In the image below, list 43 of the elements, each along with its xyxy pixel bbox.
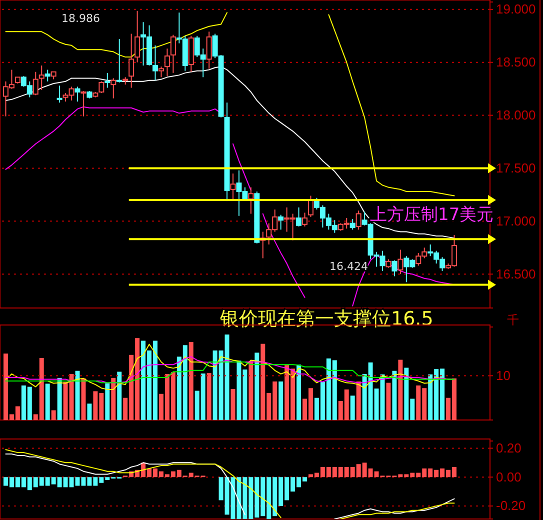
candlestick bbox=[128, 33, 134, 88]
bar bbox=[398, 360, 403, 420]
y-tick-label: 0.20 bbox=[496, 440, 522, 456]
bar bbox=[254, 352, 260, 420]
bar bbox=[188, 342, 194, 420]
y-tick-label: 17.500 bbox=[496, 160, 536, 176]
bar bbox=[206, 373, 212, 420]
bar bbox=[81, 378, 86, 420]
annotation: 16.424 bbox=[330, 260, 368, 273]
y-tick-label: 18.500 bbox=[496, 54, 536, 70]
bar bbox=[45, 384, 50, 420]
bar bbox=[296, 364, 302, 420]
annotation: 18.986 bbox=[62, 12, 100, 25]
bar bbox=[87, 404, 92, 420]
bar bbox=[248, 361, 254, 420]
bar bbox=[57, 378, 62, 420]
y-axis-title: 千 bbox=[507, 313, 519, 327]
bar bbox=[386, 382, 391, 420]
candlestick bbox=[38, 65, 44, 90]
y-tick-label: 0.00 bbox=[496, 469, 522, 484]
bar bbox=[350, 396, 355, 420]
y-tick-label: 17.000 bbox=[496, 213, 536, 228]
candlestick bbox=[134, 10, 140, 63]
candlestick bbox=[164, 48, 170, 77]
candlestick bbox=[230, 173, 236, 200]
bar bbox=[356, 381, 361, 420]
y-tick-label: 18.000 bbox=[496, 107, 536, 122]
bar bbox=[278, 381, 284, 420]
bar bbox=[111, 378, 116, 420]
candlestick bbox=[110, 78, 116, 99]
candlestick bbox=[206, 31, 212, 70]
candlestick bbox=[152, 44, 158, 81]
bar bbox=[230, 389, 236, 420]
bar bbox=[105, 383, 110, 420]
y-tick-label: 16.500 bbox=[496, 266, 536, 282]
bar bbox=[392, 370, 397, 420]
candlestick bbox=[74, 86, 80, 102]
y-tick-label: 19.000 bbox=[496, 2, 536, 17]
y-tick-label: -0.20 bbox=[496, 498, 526, 514]
y-tick-label: 10 bbox=[496, 368, 510, 383]
bar bbox=[117, 372, 122, 420]
candlestick bbox=[104, 72, 110, 88]
bar bbox=[51, 410, 56, 420]
